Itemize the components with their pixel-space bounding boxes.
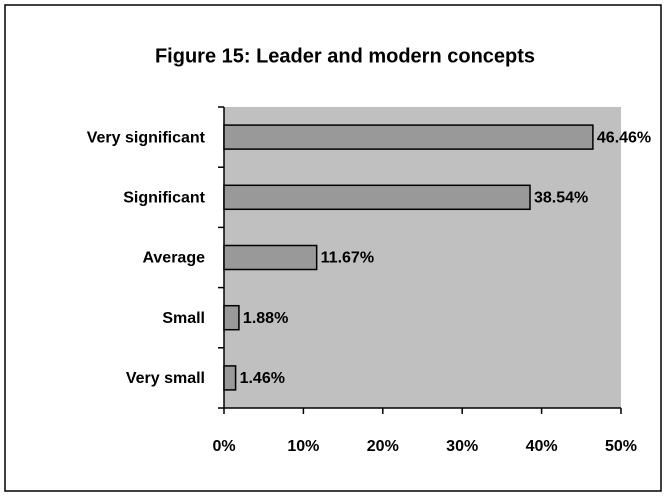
chart-title: Figure 15: Leader and modern concepts	[155, 45, 535, 67]
y-tick-label: Very significant	[87, 129, 206, 146]
x-tick-label: 20%	[367, 438, 399, 455]
bar	[223, 124, 594, 150]
data-label: 1.46%	[240, 370, 285, 387]
data-label: 1.88%	[243, 310, 288, 327]
y-tick-label: Significant	[123, 190, 205, 207]
y-tick-label: Average	[142, 250, 205, 267]
bar	[223, 244, 318, 271]
bar	[223, 365, 237, 391]
bar	[223, 304, 240, 331]
y-tick-label: Very small	[126, 370, 205, 387]
y-tick-label: Small	[162, 310, 205, 327]
x-tick-label: 30%	[446, 438, 478, 455]
data-label: 11.67%	[321, 250, 374, 267]
x-tick-label: 0%	[212, 438, 235, 455]
data-label: 38.54%	[534, 190, 588, 207]
x-tick-label: 10%	[287, 438, 319, 455]
bar	[223, 184, 531, 211]
x-tick-label: 50%	[605, 438, 637, 455]
data-label: 46.46%	[597, 129, 651, 146]
x-tick-label: 40%	[526, 438, 558, 455]
